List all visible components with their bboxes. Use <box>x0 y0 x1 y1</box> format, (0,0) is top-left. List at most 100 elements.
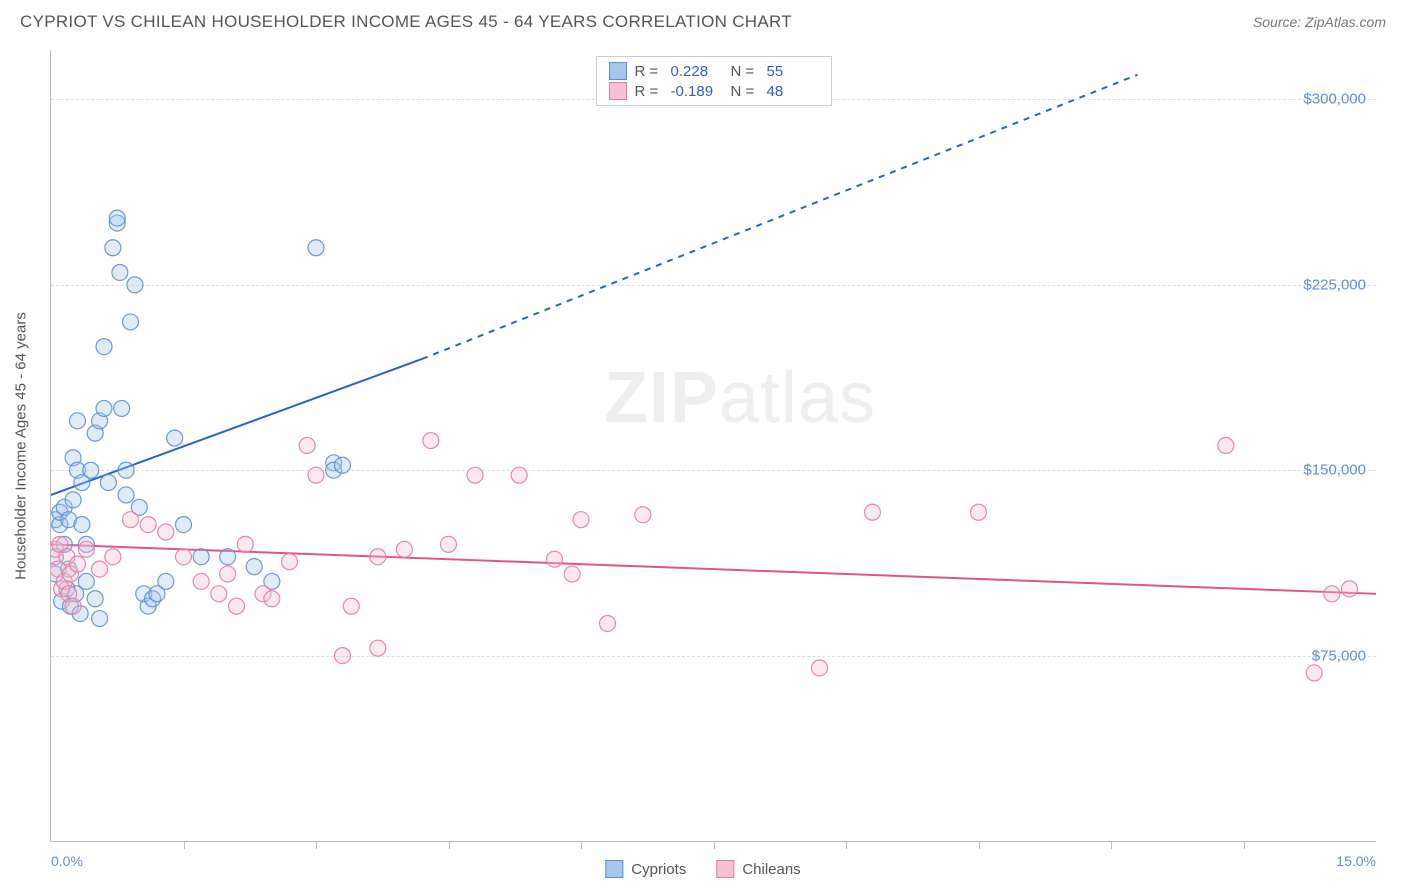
xtick <box>1111 841 1112 849</box>
data-point <box>343 598 359 614</box>
xtick <box>316 841 317 849</box>
data-point <box>1306 665 1322 681</box>
legend-swatch-0 <box>605 860 623 878</box>
chart-source: Source: ZipAtlas.com <box>1253 14 1386 30</box>
data-point <box>573 512 589 528</box>
data-point <box>282 554 298 570</box>
chart-title: CYPRIOT VS CHILEAN HOUSEHOLDER INCOME AG… <box>20 12 792 32</box>
data-point <box>78 573 94 589</box>
data-point <box>237 536 253 552</box>
data-point <box>114 400 130 416</box>
xtick <box>714 841 715 849</box>
stats-row-0: R = 0.228 N = 55 <box>609 61 819 81</box>
data-point <box>127 277 143 293</box>
plot-svg <box>51 50 1376 841</box>
legend-bottom: Cypriots Chileans <box>605 860 800 878</box>
data-point <box>635 507 651 523</box>
data-point <box>158 573 174 589</box>
data-point <box>118 487 134 503</box>
data-point <box>865 504 881 520</box>
data-point <box>564 566 580 582</box>
data-point <box>176 517 192 533</box>
data-point <box>971 504 987 520</box>
data-point <box>96 400 112 416</box>
data-point <box>467 467 483 483</box>
data-point <box>193 573 209 589</box>
legend-label-1: Chileans <box>742 861 800 878</box>
data-point <box>140 517 156 533</box>
xtick <box>1244 841 1245 849</box>
data-point <box>74 517 90 533</box>
legend-label-0: Cypriots <box>631 861 686 878</box>
data-point <box>70 556 86 572</box>
legend-swatch-1 <box>716 860 734 878</box>
data-point <box>96 339 112 355</box>
data-point <box>308 467 324 483</box>
xtick-label: 15.0% <box>1336 853 1376 869</box>
stats-row-1: R = -0.189 N = 48 <box>609 81 819 101</box>
data-point <box>396 541 412 557</box>
data-point <box>229 598 245 614</box>
data-point <box>92 611 108 627</box>
data-point <box>123 512 139 528</box>
stats-r-label-1: R = <box>635 83 663 100</box>
data-point <box>105 549 121 565</box>
data-point <box>370 549 386 565</box>
stats-r-val-1: -0.189 <box>671 83 723 100</box>
chart-header: CYPRIOT VS CHILEAN HOUSEHOLDER INCOME AG… <box>0 0 1406 44</box>
stats-n-label-1: N = <box>731 83 759 100</box>
data-point <box>193 549 209 565</box>
data-point <box>118 462 134 478</box>
data-point <box>600 615 616 631</box>
data-point <box>547 551 563 567</box>
data-point <box>511 467 527 483</box>
xtick <box>846 841 847 849</box>
stats-n-val-1: 48 <box>767 83 819 100</box>
legend-item-1: Chileans <box>716 860 800 878</box>
xtick <box>581 841 582 849</box>
y-axis-label: Householder Income Ages 45 - 64 years <box>13 312 30 580</box>
stats-swatch-1 <box>609 82 627 100</box>
data-point <box>92 561 108 577</box>
data-point <box>308 240 324 256</box>
data-point <box>1324 586 1340 602</box>
data-point <box>812 660 828 676</box>
data-point <box>176 549 192 565</box>
data-point <box>83 462 99 478</box>
data-point <box>220 549 236 565</box>
data-point <box>370 640 386 656</box>
data-point <box>335 648 351 664</box>
data-point <box>246 559 262 575</box>
data-point <box>1218 438 1234 454</box>
data-point <box>1342 581 1358 597</box>
xtick <box>979 841 980 849</box>
trend-line-dashed <box>422 75 1138 359</box>
xtick-label: 0.0% <box>51 853 83 869</box>
stats-legend: R = 0.228 N = 55 R = -0.189 N = 48 <box>596 56 832 106</box>
data-point <box>105 240 121 256</box>
data-point <box>423 433 439 449</box>
data-point <box>167 430 183 446</box>
data-point <box>112 264 128 280</box>
data-point <box>299 438 315 454</box>
stats-r-val-0: 0.228 <box>671 63 723 80</box>
xtick <box>449 841 450 849</box>
data-point <box>109 210 125 226</box>
legend-item-0: Cypriots <box>605 860 686 878</box>
data-point <box>441 536 457 552</box>
data-point <box>65 598 81 614</box>
data-point <box>264 591 280 607</box>
data-point <box>70 413 86 429</box>
stats-swatch-0 <box>609 62 627 80</box>
stats-n-label-0: N = <box>731 63 759 80</box>
data-point <box>123 314 139 330</box>
data-point <box>220 566 236 582</box>
data-point <box>87 591 103 607</box>
data-point <box>335 457 351 473</box>
data-point <box>78 541 94 557</box>
xtick <box>184 841 185 849</box>
data-point <box>100 475 116 491</box>
stats-n-val-0: 55 <box>767 63 819 80</box>
data-point <box>158 524 174 540</box>
stats-r-label-0: R = <box>635 63 663 80</box>
